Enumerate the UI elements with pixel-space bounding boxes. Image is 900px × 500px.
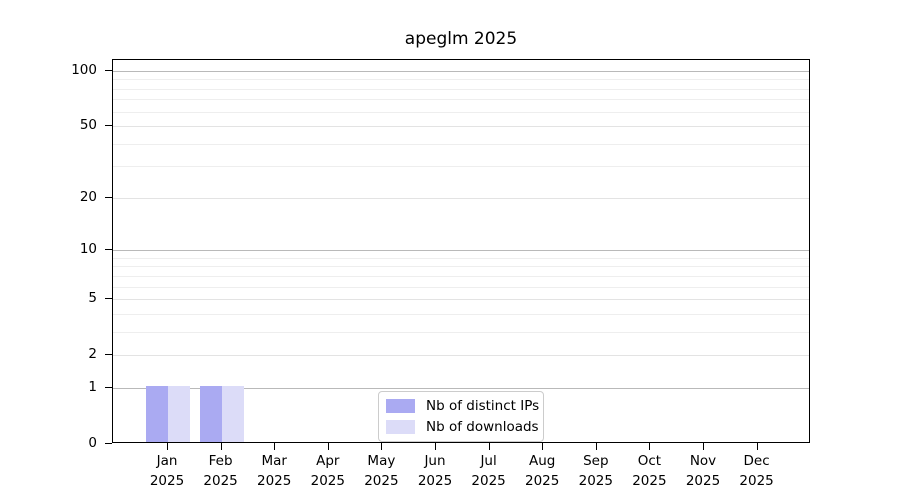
gridline-major	[113, 299, 809, 301]
legend-item: Nb of downloads	[386, 419, 539, 435]
x-axis-tick-label: Apr 2025	[288, 452, 368, 491]
gridline-minor	[113, 79, 809, 81]
x-axis-tick-label: Aug 2025	[502, 452, 582, 491]
x-axis-tick	[167, 443, 168, 450]
x-axis-tick	[703, 443, 704, 450]
x-axis-tick	[220, 443, 222, 450]
x-tick-year: 2025	[417, 472, 453, 489]
y-axis-tick-label: 5	[88, 290, 97, 307]
legend-label: Nb of downloads	[426, 419, 539, 435]
y-axis-tick-label: 2	[88, 346, 97, 363]
y-axis-tick	[105, 70, 112, 71]
y-axis-tick	[105, 443, 112, 444]
x-axis-tick	[274, 443, 276, 450]
y-axis-tick-label: 20	[79, 188, 97, 205]
x-axis-tick-label: Sep 2025	[556, 452, 636, 491]
gridline-minor	[113, 111, 809, 113]
x-tick-month: Aug	[529, 453, 556, 469]
x-tick-year: 2025	[739, 472, 774, 489]
y-axis-tick-label: 10	[79, 241, 97, 258]
x-axis-tick	[542, 443, 544, 450]
bar-distinct-ips	[199, 385, 222, 442]
x-axis-tick	[488, 443, 490, 450]
x-tick-month: Jul	[480, 453, 497, 469]
x-tick-year: 2025	[257, 472, 292, 489]
x-tick-year: 2025	[203, 472, 238, 489]
legend-item: Nb of distinct IPs	[386, 398, 539, 414]
x-axis-tick	[649, 443, 651, 450]
x-axis-tick	[327, 443, 329, 450]
x-axis-tick	[381, 443, 383, 450]
gridline-minor	[113, 275, 809, 277]
y-axis-tick-label: 50	[79, 117, 97, 134]
x-axis-tick-label: Feb 2025	[181, 452, 261, 491]
x-tick-year: 2025	[685, 472, 721, 489]
x-axis-tick	[435, 443, 436, 450]
y-axis-tick	[105, 386, 112, 388]
gridline-minor	[113, 331, 809, 333]
bar-downloads	[221, 385, 244, 442]
x-tick-month: Oct	[637, 453, 662, 469]
y-axis-tick-label: 0	[88, 435, 97, 451]
gridline-minor	[113, 313, 809, 315]
x-tick-year: 2025	[471, 472, 506, 489]
gridline-minor	[113, 143, 809, 145]
legend: Nb of distinct IPs Nb of downloads	[378, 391, 544, 442]
y-axis-tick-label: 1	[88, 378, 97, 395]
gridline-minor	[113, 266, 809, 268]
x-axis-tick-label: Oct 2025	[609, 452, 689, 491]
gridline-major	[113, 387, 809, 389]
x-axis-tick	[756, 443, 758, 450]
x-tick-month: Apr	[316, 453, 340, 469]
x-tick-month: Jun	[424, 453, 446, 469]
y-axis-tick	[105, 196, 112, 198]
x-tick-month: May	[367, 453, 396, 469]
bar-downloads	[168, 385, 190, 442]
x-axis-tick-label: Dec 2025	[717, 452, 797, 491]
x-axis-tick-label: Mar 2025	[234, 452, 314, 491]
gridline-major	[113, 126, 809, 128]
y-axis-tick	[105, 298, 112, 300]
x-tick-year: 2025	[364, 472, 399, 489]
x-tick-year: 2025	[149, 472, 185, 489]
plot-area: Nb of distinct IPs Nb of downloads	[112, 59, 810, 443]
gridline-minor	[113, 286, 809, 288]
legend-label: Nb of distinct IPs	[426, 398, 540, 414]
x-tick-year: 2025	[578, 472, 613, 489]
y-axis-tick	[105, 125, 112, 127]
x-tick-month: Feb	[208, 453, 233, 469]
x-axis-tick-label: Jan 2025	[127, 452, 207, 491]
x-axis-tick-label: Jul 2025	[449, 452, 529, 491]
x-tick-month: Nov	[689, 453, 717, 469]
gridline-minor	[113, 166, 809, 168]
x-tick-month: Mar	[261, 453, 287, 469]
chart-title: apeglm 2025	[404, 29, 518, 49]
y-axis-tick	[105, 249, 112, 251]
x-tick-month: Dec	[743, 453, 770, 469]
x-axis-tick-label: Nov 2025	[663, 452, 743, 491]
x-tick-year: 2025	[632, 472, 667, 489]
x-axis-tick-label: Jun 2025	[395, 452, 475, 491]
bar-distinct-ips	[146, 385, 168, 442]
x-tick-month: Sep	[583, 453, 609, 469]
gridline-major	[113, 250, 809, 252]
gridline-major	[113, 197, 809, 199]
gridline-major	[113, 71, 809, 72]
x-axis-tick-label: May 2025	[341, 452, 421, 491]
gridline-minor	[113, 99, 809, 101]
gridline-minor	[113, 257, 809, 259]
y-axis-tick	[105, 354, 112, 356]
x-tick-month: Jan	[156, 453, 178, 469]
x-tick-year: 2025	[310, 472, 345, 489]
legend-swatch	[386, 420, 415, 434]
gridline-major	[113, 355, 809, 357]
x-tick-year: 2025	[525, 472, 560, 489]
y-axis-tick-label: 100	[71, 62, 97, 78]
gridline-minor	[113, 88, 809, 90]
x-axis-tick	[595, 443, 597, 450]
legend-swatch	[386, 399, 415, 413]
